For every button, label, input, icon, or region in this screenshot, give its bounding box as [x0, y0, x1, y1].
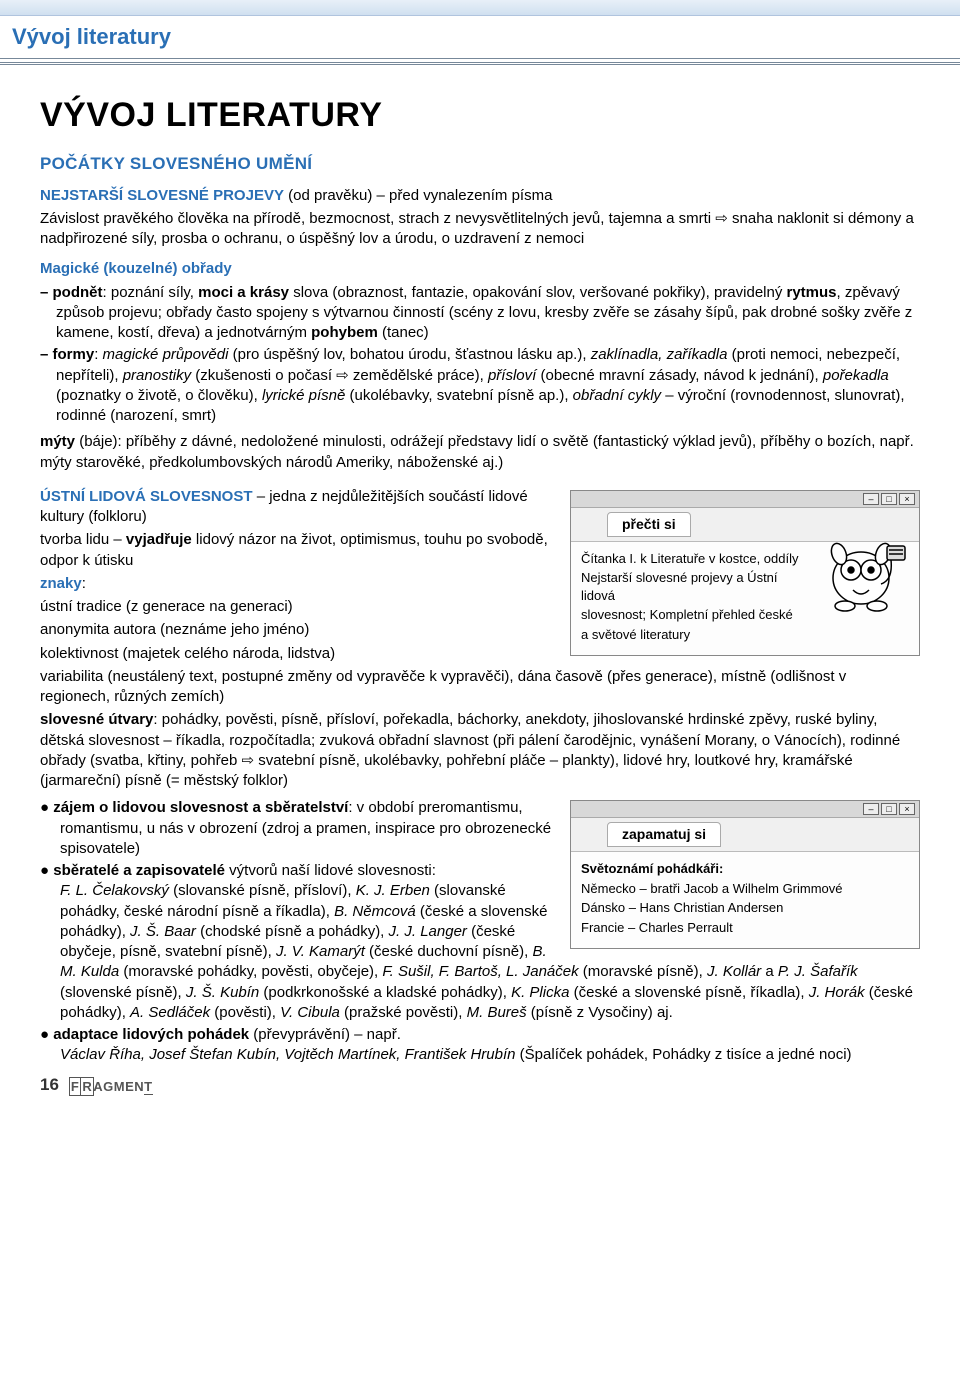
page-content: VÝVOJ LITERATURY POČÁTKY SLOVESNÉHO UMĚN… — [0, 65, 960, 1072]
zap-line1: Německo – bratři Jacob a Wilhelm Grimmov… — [581, 880, 909, 898]
znaky-4: variabilita (neustálený text, postupné z… — [40, 667, 920, 708]
zap-line2: Dánsko – Hans Christian Andersen — [581, 899, 909, 917]
page-header: Vývoj literatury — [12, 22, 948, 52]
znaky-label: znaky — [40, 575, 82, 592]
precti-body: Čítanka I. k Literatuře v kostce, oddíly… — [571, 542, 919, 656]
page-number: 16 — [40, 1074, 59, 1097]
nejstarsi-label: NEJSTARŠÍ SLOVESNÉ PROJEVY — [40, 187, 284, 204]
page-footer: 16 FRAGMENT — [0, 1074, 960, 1097]
dash-list: podnět: poznání síly, moci a krásy slova… — [40, 283, 920, 427]
page-title-bar: Vývoj literatury — [0, 16, 960, 65]
myty-para: mýty (báje): příběhy z dávné, nedoložené… — [40, 432, 920, 473]
slovesne-utvary: slovesné útvary: pohádky, pověsti, písně… — [40, 710, 920, 791]
li-adaptace: adaptace lidových pohádek (převyprávění)… — [40, 1025, 920, 1066]
precti-line1: Čítanka I. k Literatuře v kostce, oddíly — [581, 550, 799, 568]
mascot-icon — [809, 530, 913, 618]
precti-si-box: – □ × přečti si Čítanka I. k Literatuře … — [570, 490, 920, 657]
window-chrome-bar — [0, 0, 960, 16]
close-icon[interactable]: × — [899, 493, 915, 505]
precti-tab[interactable]: přečti si — [607, 512, 691, 537]
close-icon[interactable]: × — [899, 803, 915, 815]
precti-line3: slovesnost; Kompletní přehled české — [581, 606, 799, 624]
precti-line2: Nejstarší slovesné projevy a Ústní lidov… — [581, 569, 799, 604]
li-podnet: podnět: poznání síly, moci a krásy slova… — [40, 283, 920, 344]
box-header-2: zapamatuj si — [571, 818, 919, 852]
magicke-heading: Magické (kouzelné) obřady — [40, 260, 232, 277]
zapamatuj-box: – □ × zapamatuj si Světoznámí pohádkáři:… — [570, 800, 920, 949]
zap-line3: Francie – Charles Perrault — [581, 919, 909, 937]
section-heading: POČÁTKY SLOVESNÉHO UMĚNÍ — [40, 153, 920, 176]
maximize-icon[interactable]: □ — [881, 493, 897, 505]
para-zavislost: Závislost pravěkého člověka na přírodě, … — [40, 209, 920, 250]
box-titlebar-2: – □ × — [571, 801, 919, 818]
main-title: VÝVOJ LITERATURY — [40, 93, 920, 139]
nejstarsi-suffix: (od pravěku) – před vynalezením písma — [284, 187, 552, 204]
minimize-icon[interactable]: – — [863, 493, 879, 505]
publisher-logo: FRAGMENT — [69, 1077, 153, 1097]
minimize-icon[interactable]: – — [863, 803, 879, 815]
nejstarsi-line: NEJSTARŠÍ SLOVESNÉ PROJEVY (od pravěku) … — [40, 186, 920, 206]
precti-line4: a světové literatury — [581, 626, 799, 644]
ustni-label: ÚSTNÍ LIDOVÁ SLOVESNOST — [40, 488, 253, 505]
maximize-icon[interactable]: □ — [881, 803, 897, 815]
box-titlebar: – □ × — [571, 491, 919, 508]
zapamatuj-body: Světoznámí pohádkáři: Německo – bratři J… — [571, 852, 919, 948]
zapamatuj-tab[interactable]: zapamatuj si — [607, 822, 721, 847]
li-formy: formy: magické průpovědi (pro úspěšný lo… — [40, 345, 920, 426]
zap-title: Světoznámí pohádkáři: — [581, 861, 723, 876]
